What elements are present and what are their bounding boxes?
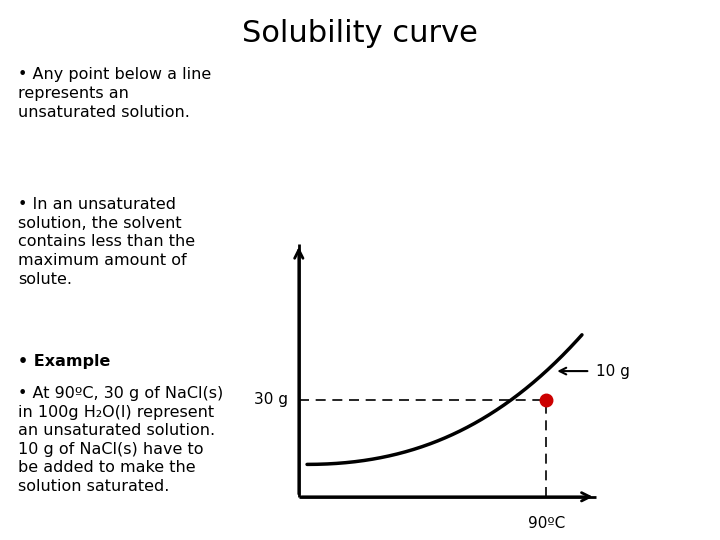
Text: Solubility curve: Solubility curve xyxy=(242,19,478,48)
Text: 10 g: 10 g xyxy=(595,363,629,379)
Text: • At 90ºC, 30 g of NaCl(s)
in 100g H₂O(l) represent
an unsaturated solution.
10 : • At 90ºC, 30 g of NaCl(s) in 100g H₂O(l… xyxy=(18,386,223,494)
Text: • Example: • Example xyxy=(18,354,110,369)
Text: • Any point below a line
represents an
unsaturated solution.: • Any point below a line represents an u… xyxy=(18,68,211,120)
Text: 90ºC: 90ºC xyxy=(528,516,565,531)
Text: • In an unsaturated
solution, the solvent
contains less than the
maximum amount : • In an unsaturated solution, the solven… xyxy=(18,197,195,287)
Text: 30 g: 30 g xyxy=(254,392,288,407)
